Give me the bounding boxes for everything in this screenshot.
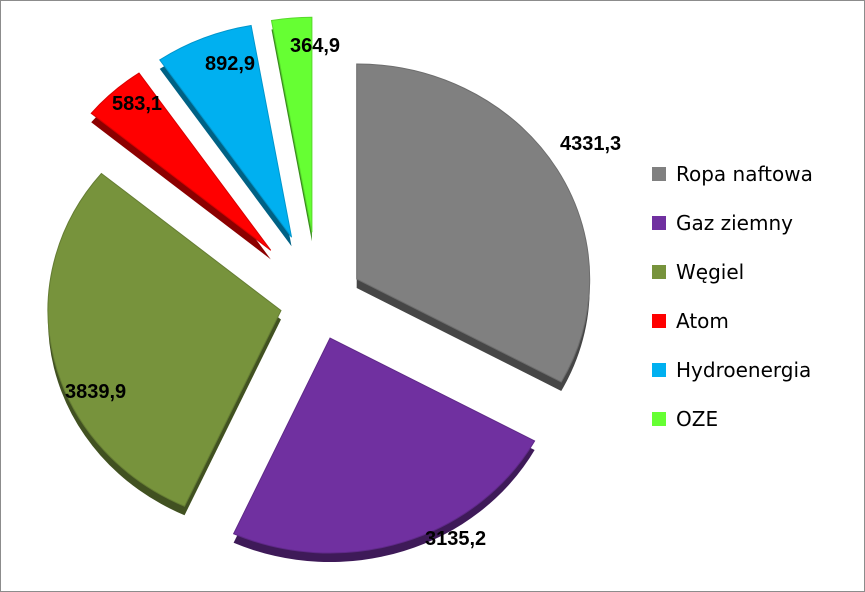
- legend-swatch-atom: [652, 314, 666, 328]
- legend-label-ropa-naftowa: Ropa naftowa: [676, 162, 813, 186]
- slice-ropa-naftowa: [356, 63, 591, 383]
- legend: Ropa naftowa Gaz ziemny Węgiel Atom Hydroene…: [652, 162, 813, 431]
- legend-swatch-hydroenergia: [652, 363, 666, 377]
- legend-label-atom: Atom: [676, 309, 729, 333]
- data-label-hydroenergia: 892,9: [205, 53, 255, 75]
- slice-gaz-ziemny: [232, 337, 536, 554]
- slice-wegiel: [47, 172, 282, 507]
- legend-label-hydroenergia: Hydroenergia: [676, 358, 811, 382]
- legend-label-wegiel: Węgiel: [676, 260, 744, 284]
- data-label-gaz-ziemny: 3135,2: [425, 528, 486, 550]
- data-label-ropa-naftowa: 4331,3: [560, 133, 621, 155]
- data-label-wegiel: 3839,9: [65, 381, 126, 403]
- data-labels: 4331,3 3135,2 3839,9 583,1 892,9 364,9: [65, 35, 621, 550]
- legend-swatch-wegiel: [652, 265, 666, 279]
- legend-label-oze: OZE: [676, 407, 718, 431]
- legend-label-gaz-ziemny: Gaz ziemny: [676, 211, 793, 235]
- legend-swatch-ropa-naftowa: [652, 167, 666, 181]
- pie-slices: [47, 16, 591, 563]
- slice-oze: [270, 16, 313, 233]
- legend-swatch-oze: [652, 412, 666, 426]
- data-label-atom: 583,1: [112, 93, 162, 115]
- slice-hydroenergia: [159, 24, 293, 238]
- slice-atom: [90, 72, 272, 251]
- legend-swatch-gaz-ziemny: [652, 216, 666, 230]
- data-label-oze: 364,9: [290, 35, 340, 57]
